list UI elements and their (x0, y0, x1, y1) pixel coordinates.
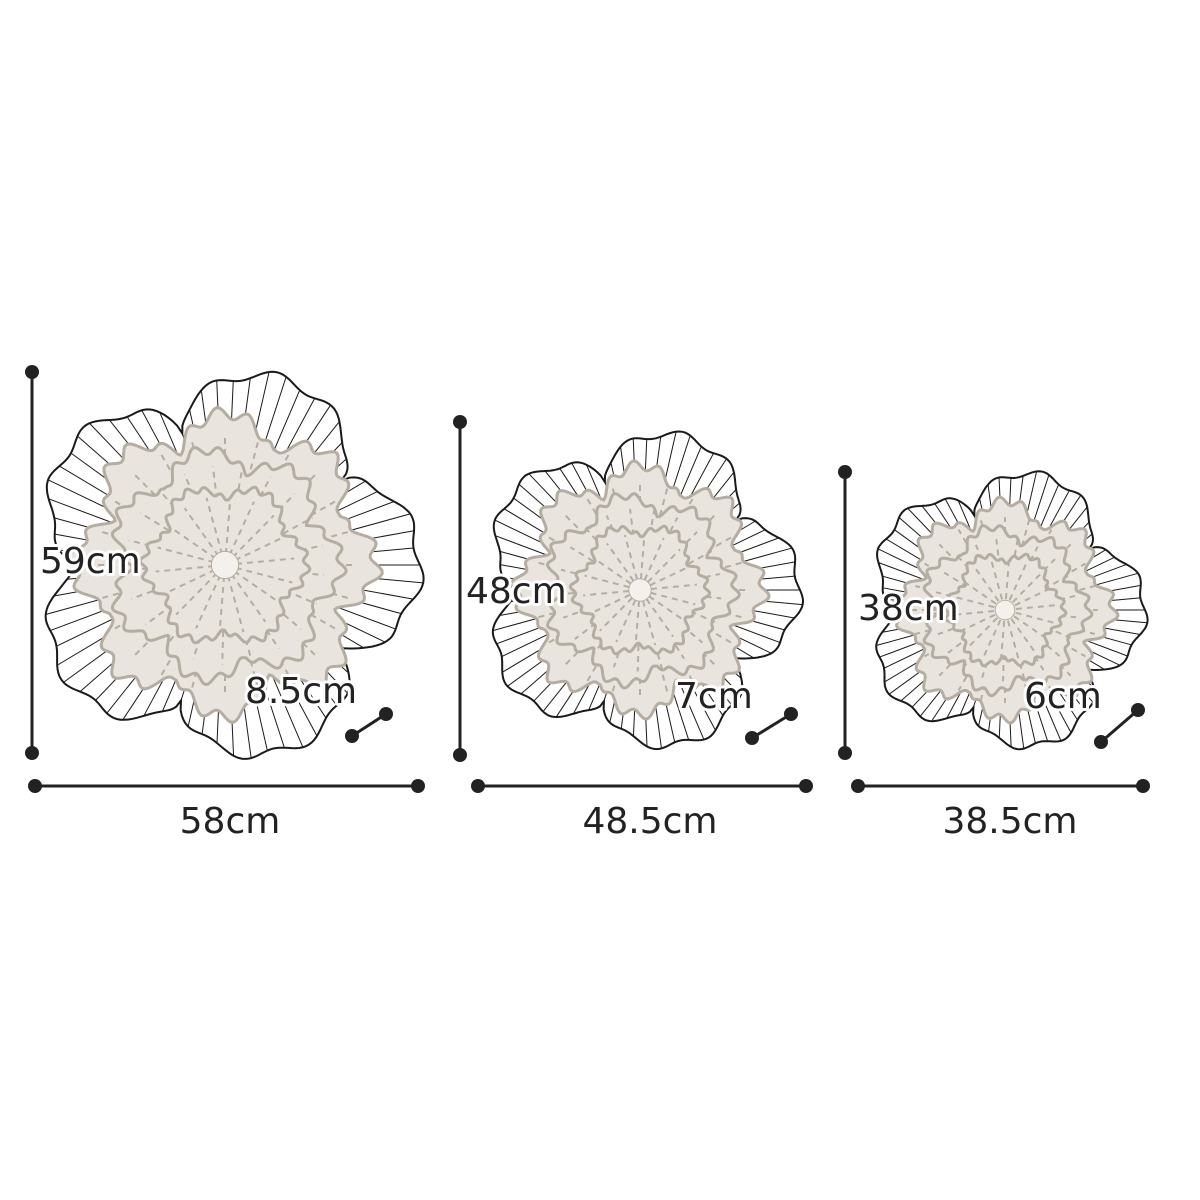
dimension-endpoint-dot (453, 748, 467, 762)
paper-vein (983, 609, 1006, 656)
paper-vein (639, 583, 697, 591)
paper-vein (634, 589, 641, 648)
dimension-endpoint-dot (25, 365, 39, 379)
dimension-endpoint-dot (28, 779, 42, 793)
paper-vein (639, 589, 688, 624)
paper-vein (639, 589, 733, 644)
paper-vein (639, 548, 681, 591)
depth-line (751, 712, 792, 740)
paper-vein (963, 580, 1006, 611)
paper-vein (1004, 609, 1035, 652)
dimension-endpoint-dot (838, 746, 852, 760)
paper-vein (639, 589, 669, 693)
dimension-lines-large (25, 365, 425, 793)
paper-vein (975, 568, 1006, 611)
dimension-endpoint-dot (1131, 703, 1145, 717)
paper-vein (599, 589, 641, 632)
paper-vein (1004, 609, 1047, 640)
paper-vein (587, 589, 641, 616)
flower-center (210, 550, 240, 580)
paper-vein (615, 589, 641, 643)
height-label-large: 59cm (40, 541, 141, 582)
paper-vein (990, 561, 1006, 611)
paper-vein (639, 589, 657, 646)
dimension-endpoint-dot (453, 415, 467, 429)
dimension-endpoint-dot (25, 746, 39, 760)
dimension-endpoint-dot (1094, 735, 1108, 749)
dimension-endpoint-dot (345, 729, 359, 743)
paper-vein (639, 537, 665, 591)
dimension-endpoint-dot (471, 779, 485, 793)
paper-vein (586, 589, 641, 683)
dimension-lines-small (838, 465, 1150, 793)
paper-vein (1004, 573, 1041, 611)
paper-vein (639, 536, 733, 591)
paper-vein (564, 514, 641, 591)
paper-vein (956, 596, 1006, 611)
dimension-endpoint-dot (784, 707, 798, 721)
width-label-small: 38.5cm (942, 801, 1077, 842)
depth-label-medium: 7cm (675, 676, 753, 717)
width-label-medium: 48.5cm (582, 801, 717, 842)
height-label-medium: 48cm (466, 571, 567, 612)
wire-petal-outline (44, 370, 425, 760)
flower-center (628, 578, 652, 602)
paper-vein (955, 609, 1006, 616)
dimension-lines-medium (453, 415, 813, 793)
paper-vein (1004, 564, 1027, 611)
dimension-endpoint-dot (411, 779, 425, 793)
depth-label-small: 6cm (1024, 676, 1102, 717)
dimension-endpoint-dot (851, 779, 865, 793)
paper-vein (606, 542, 641, 591)
paper-vein (584, 574, 641, 591)
depth-line (1100, 708, 1139, 744)
wall-flower-small (875, 470, 1149, 751)
width-label-large: 58cm (180, 801, 281, 842)
height-label-small: 38cm (858, 588, 959, 629)
paper-vein (959, 609, 1006, 633)
paper-vein (623, 534, 641, 591)
paper-vein (1004, 560, 1010, 611)
paper-vein (1004, 604, 1055, 611)
dimension-endpoint-dot (745, 731, 759, 745)
paper-vein (639, 532, 646, 591)
dimension-endpoint-dot (379, 707, 393, 721)
dimension-endpoint-dot (1136, 779, 1150, 793)
dimension-endpoint-dot (799, 779, 813, 793)
paper-vein (639, 589, 674, 638)
paper-vein (1004, 609, 1054, 624)
depth-label-large: 8.5cm (245, 671, 357, 712)
dimension-endpoint-dot (838, 465, 852, 479)
flower-center (994, 599, 1016, 621)
paper-vein (1004, 587, 1051, 611)
paper-vein (639, 561, 743, 591)
wire-petal-outline (875, 470, 1149, 751)
paper-vein (639, 564, 693, 591)
wire-petal-outline (491, 430, 805, 751)
paper-vein (639, 589, 696, 606)
paper-vein (592, 556, 641, 591)
paper-vein (1000, 609, 1006, 660)
wall-flower-medium (491, 430, 805, 751)
wall-flower-large (44, 370, 425, 760)
paper-vein (969, 609, 1006, 647)
paper-vein (639, 487, 669, 591)
paper-vein (583, 589, 641, 597)
paper-vein (1004, 609, 1020, 659)
